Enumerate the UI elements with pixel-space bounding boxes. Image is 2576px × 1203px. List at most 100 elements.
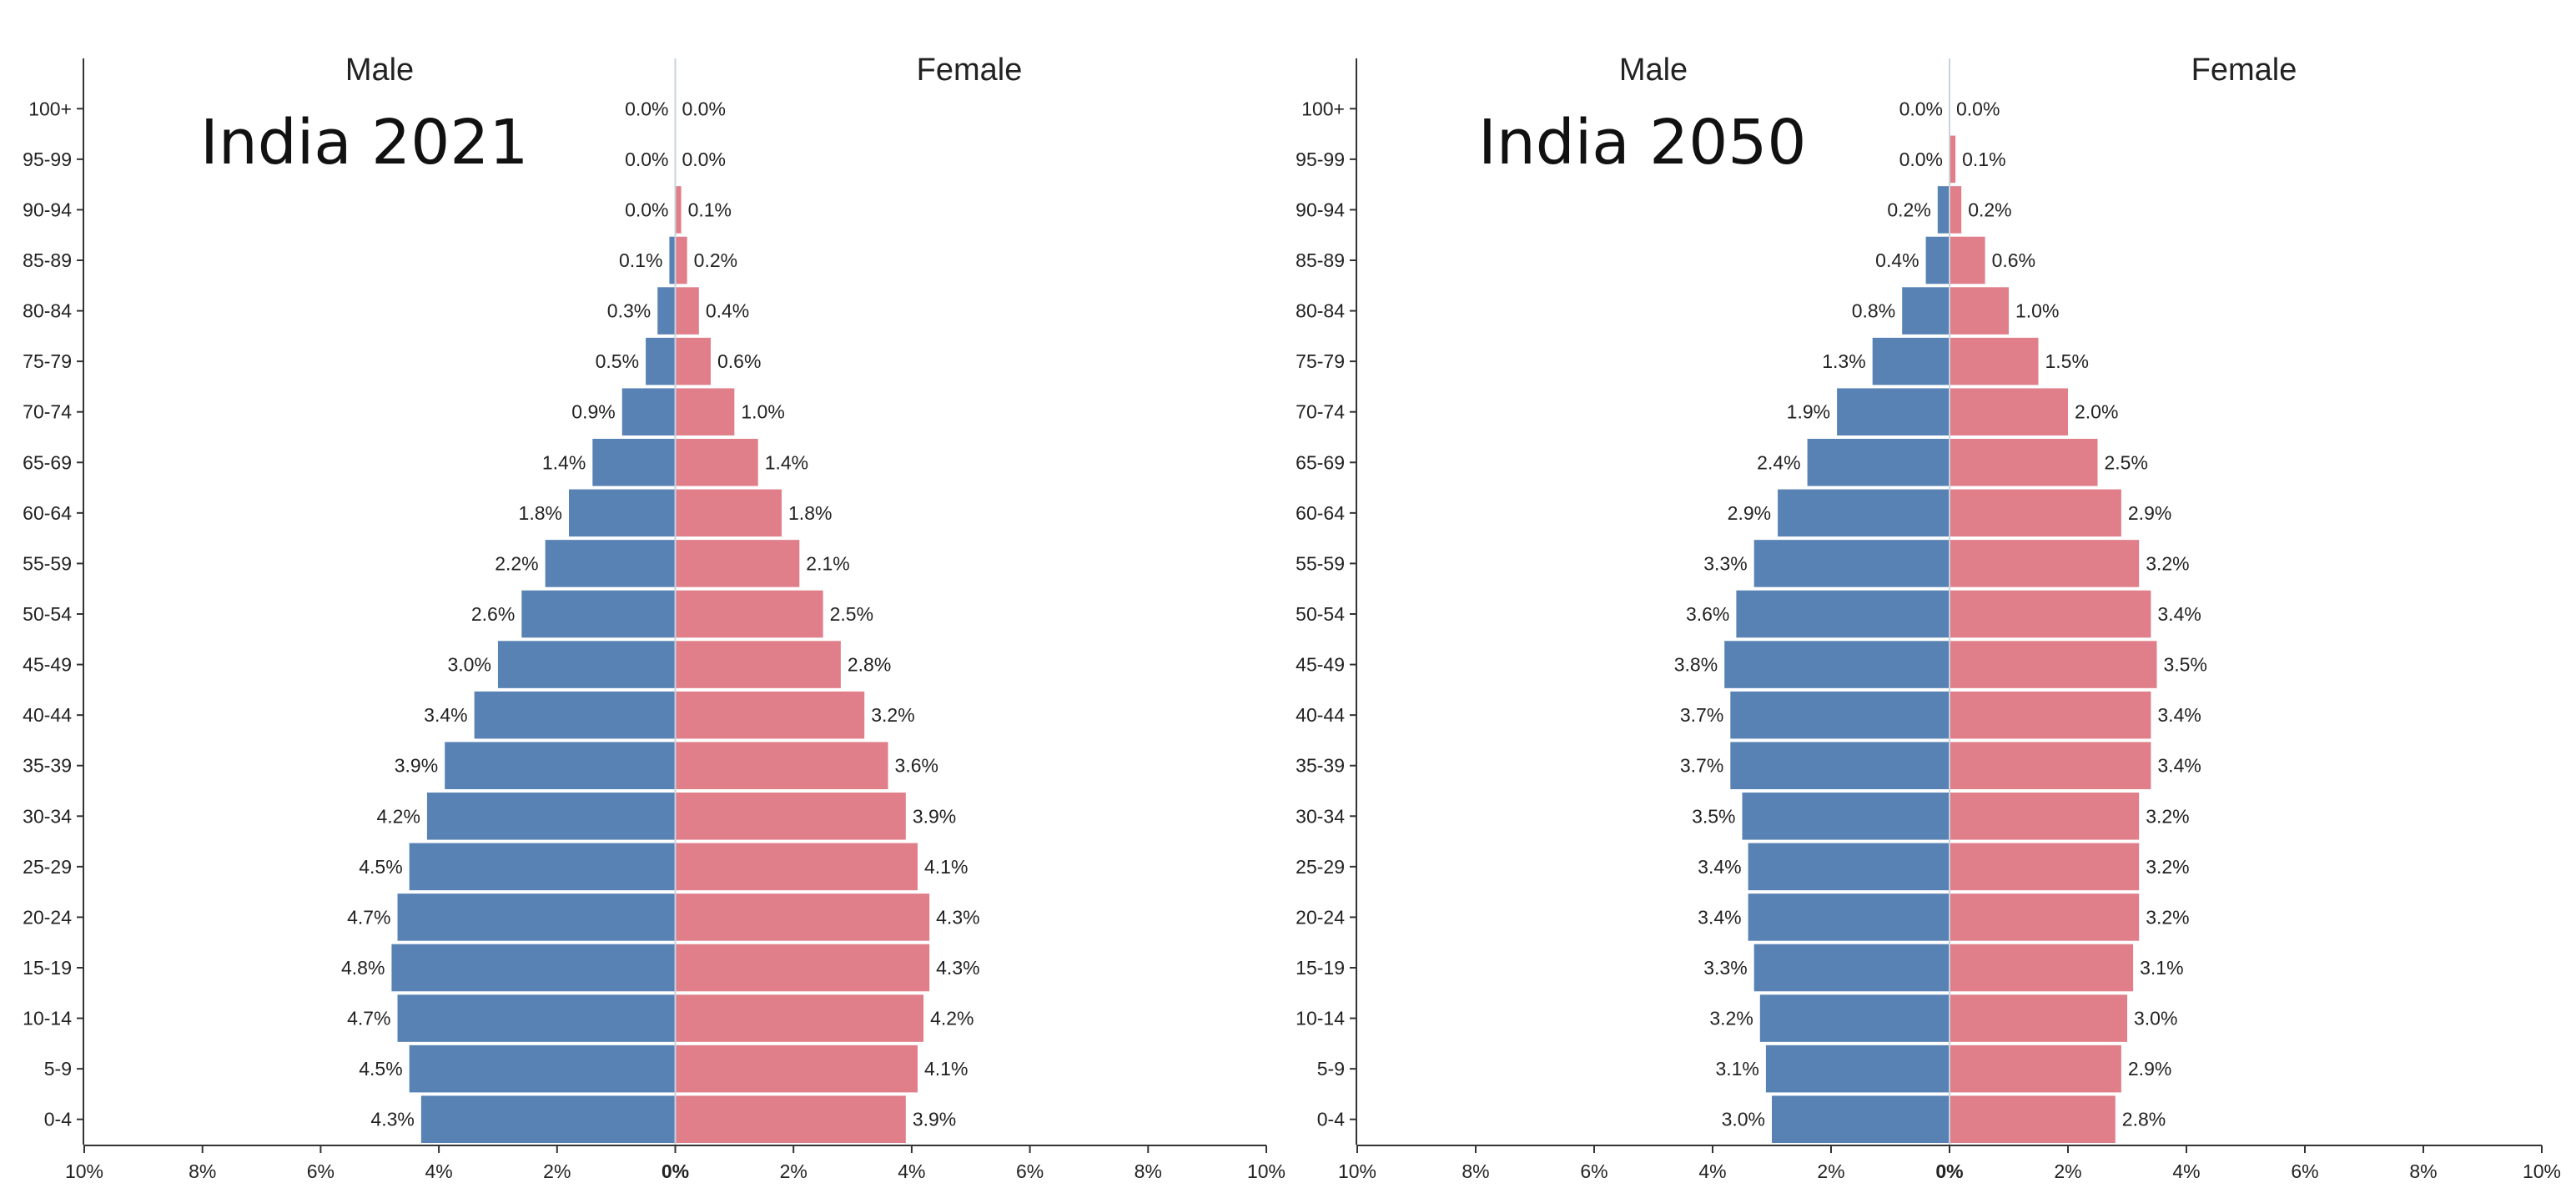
female-bar <box>1950 994 2127 1042</box>
female-value-label: 4.2% <box>930 1008 974 1029</box>
female-bar <box>1950 742 2151 789</box>
age-group-label: 30-34 <box>1296 805 1345 827</box>
female-bar <box>1950 944 2134 992</box>
female-value-label: 3.2% <box>2146 856 2189 878</box>
female-bar <box>675 691 865 739</box>
male-value-label: 3.9% <box>395 755 438 777</box>
male-value-label: 0.8% <box>1852 300 1895 322</box>
male-bar <box>397 994 676 1042</box>
male-bar <box>1925 236 1950 284</box>
x-tick-label: 2% <box>1817 1160 1844 1182</box>
male-bar <box>1748 893 1950 941</box>
x-tick-label: 10% <box>2523 1160 2561 1182</box>
female-bar <box>675 994 924 1042</box>
male-value-label: 3.3% <box>1703 957 1747 979</box>
age-group-label: 80-84 <box>23 300 72 322</box>
male-bar <box>521 590 676 638</box>
male-value-label: 3.3% <box>1703 552 1747 574</box>
male-value-label: 3.5% <box>1692 805 1735 827</box>
female-bar <box>1950 893 2140 941</box>
age-group-label: 15-19 <box>23 957 72 979</box>
male-value-label: 2.4% <box>1757 451 1800 473</box>
female-value-label: 3.0% <box>2134 1008 2177 1029</box>
male-value-label: 3.7% <box>1680 704 1723 726</box>
female-value-label: 2.9% <box>2128 1058 2171 1080</box>
female-value-label: 0.2% <box>1968 199 2011 220</box>
x-tick-label: 4% <box>898 1160 925 1182</box>
female-bar <box>1950 590 2151 638</box>
female-value-label: 3.4% <box>2157 603 2201 625</box>
male-bar <box>646 337 676 385</box>
male-bar <box>1765 1044 1950 1093</box>
x-tick-label: 0% <box>1935 1160 1963 1182</box>
male-bar <box>545 540 676 587</box>
age-group-label: 80-84 <box>1296 300 1345 322</box>
female-value-label: 3.9% <box>913 1109 956 1130</box>
male-value-label: 0.0% <box>1899 148 1943 170</box>
male-bar <box>474 691 676 739</box>
age-group-label: 95-99 <box>1296 148 1345 170</box>
male-value-label: 0.0% <box>1899 98 1943 119</box>
female-value-label: 2.0% <box>2075 401 2118 423</box>
female-bar <box>1950 843 2140 891</box>
female-value-label: 3.5% <box>2164 654 2207 676</box>
female-bar <box>675 489 782 537</box>
male-value-label: 3.4% <box>1698 856 1741 878</box>
age-group-label: 35-39 <box>1296 755 1345 777</box>
age-group-label: 40-44 <box>23 704 72 726</box>
female-value-label: 4.1% <box>924 1058 968 1080</box>
age-group-label: 25-29 <box>23 856 72 878</box>
x-tick-label: 10% <box>1247 1160 1285 1182</box>
male-value-label: 0.1% <box>619 249 662 271</box>
male-bar <box>568 489 676 537</box>
male-value-label: 4.2% <box>376 805 420 827</box>
female-value-label: 0.0% <box>682 98 726 119</box>
age-group-label: 55-59 <box>23 552 72 574</box>
female-bar <box>1950 641 2157 688</box>
age-group-label: 5-9 <box>1317 1058 1345 1080</box>
female-value-label: 1.8% <box>788 502 832 524</box>
male-value-label: 1.3% <box>1822 350 1865 372</box>
female-value-label: 2.5% <box>2105 451 2148 473</box>
chart-title: India 2050 <box>1478 107 1806 179</box>
female-heading: Female <box>917 53 1023 88</box>
male-bar <box>657 287 676 335</box>
age-group-label: 60-64 <box>23 502 72 524</box>
male-value-label: 2.2% <box>495 552 538 574</box>
female-value-label: 1.0% <box>741 401 784 423</box>
male-value-label: 2.6% <box>471 603 515 625</box>
female-bar <box>675 540 800 587</box>
x-tick-label: 2% <box>543 1160 571 1182</box>
female-bar <box>1950 1095 2116 1143</box>
female-bar <box>1950 186 1962 234</box>
male-bar <box>592 439 676 486</box>
male-heading: Male <box>345 53 414 88</box>
male-bar <box>669 236 676 284</box>
age-group-label: 85-89 <box>23 249 72 271</box>
female-bar <box>1950 489 2121 537</box>
female-bar <box>675 793 906 840</box>
female-bar <box>675 337 712 385</box>
age-group-label: 45-49 <box>1296 654 1345 676</box>
female-bar <box>1950 691 2151 739</box>
male-value-label: 0.4% <box>1875 249 1919 271</box>
female-bar <box>1950 388 2068 435</box>
female-value-label: 1.5% <box>2045 350 2089 372</box>
male-bar <box>1759 994 1950 1042</box>
male-bar <box>409 843 676 891</box>
chart-title: India 2021 <box>200 107 528 179</box>
age-group-label: 0-4 <box>1317 1109 1345 1130</box>
female-heading: Female <box>2191 53 2297 88</box>
male-value-label: 4.7% <box>347 1008 390 1029</box>
male-value-label: 2.9% <box>1728 502 1771 524</box>
female-bar <box>675 1095 906 1143</box>
male-value-label: 3.0% <box>448 654 491 676</box>
age-group-label: 30-34 <box>23 805 72 827</box>
male-value-label: 1.8% <box>519 502 562 524</box>
male-bar <box>1837 388 1950 435</box>
female-bar <box>675 388 735 435</box>
male-bar <box>1736 590 1950 638</box>
female-bar <box>1950 439 2098 486</box>
x-tick-label: 6% <box>2291 1160 2318 1182</box>
